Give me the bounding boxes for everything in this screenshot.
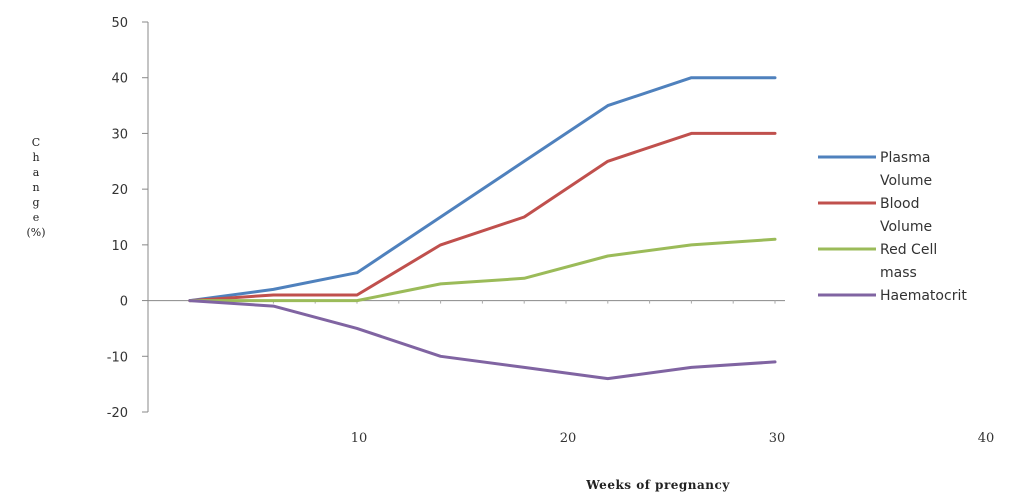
x-tick-label: 10 [351,431,368,446]
axes [147,22,785,412]
y-ticks: 50 40 30 20 10 0 -10 -20 [107,16,148,421]
legend-label: mass [880,265,917,281]
x-axis-label: Weeks of pregnancy [585,478,730,492]
y-axis-label-char: (%) [26,226,45,239]
series-line-haematocrit [188,299,777,381]
legend-label: Volume [880,219,932,235]
y-axis-label-char: g [32,196,39,209]
y-tick-label: -10 [107,350,128,365]
y-axis-label-char: a [33,166,40,179]
legend-label: Haematocrit [880,288,967,304]
legend-label: Plasma [880,150,930,166]
x-tick-label: 30 [769,431,786,446]
series-line-plasma-volume [188,76,777,303]
y-tick-label: 20 [111,183,128,198]
legend-label: Volume [880,173,932,189]
legend-label: Blood [880,196,920,212]
y-tick-label: 0 [120,295,128,310]
legend-label: Red Cell [880,242,937,258]
legend: Plasma Volume Blood Volume Red Cell mass Haema… [818,150,967,304]
y-axis-label-char: C [32,136,40,149]
y-tick-label: 30 [111,127,128,142]
y-axis-label-char: n [32,181,39,194]
y-tick-label: 40 [111,72,128,87]
y-tick-label: 50 [111,16,128,31]
y-tick-label: 10 [111,239,128,254]
x-tick-label: 40 [978,431,995,446]
series-lines [188,76,777,381]
y-axis-label-char: e [33,211,40,224]
y-axis-label-char: h [32,151,39,164]
x-ticks: 10 20 30 40 [231,300,995,446]
series-line-blood-volume [188,131,777,303]
x-tick-label: 20 [560,431,577,446]
series-line-red-cell-mass [188,237,777,303]
y-tick-label: -20 [107,406,128,421]
